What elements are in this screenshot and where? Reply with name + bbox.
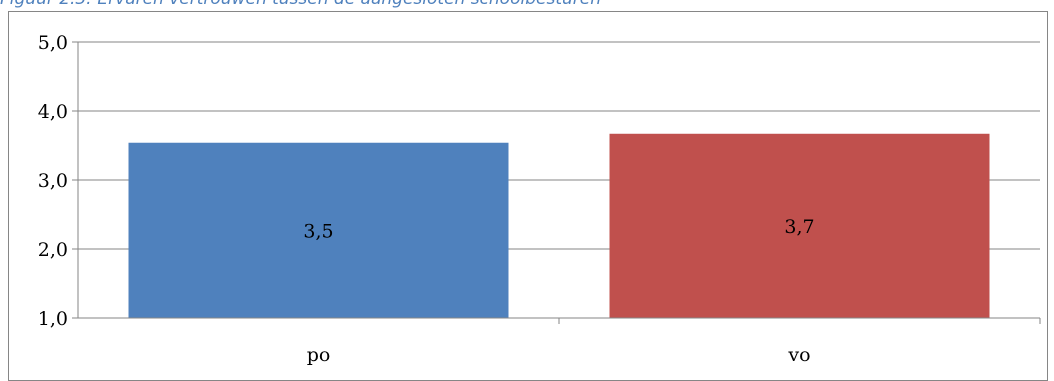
x-tick-label: po bbox=[307, 344, 331, 366]
x-tick-label: vo bbox=[787, 344, 810, 366]
y-tick-label: 3,0 bbox=[38, 170, 68, 192]
y-tick-label: 2,0 bbox=[38, 239, 68, 261]
labels: 1,0 2,0 3,0 4,0 5,0 3,5 po 3,7 vo bbox=[38, 32, 815, 366]
bars bbox=[128, 133, 990, 318]
data-label: 3,5 bbox=[303, 220, 333, 242]
y-tick-label: 4,0 bbox=[38, 101, 68, 123]
figure-caption: Figuur 2.3: Ervaren vertrouwen tussen de… bbox=[0, 0, 601, 9]
bar-po bbox=[128, 142, 509, 318]
y-tick-label: 1,0 bbox=[38, 308, 68, 330]
axes bbox=[72, 41, 1041, 324]
bar-vo bbox=[609, 133, 990, 318]
y-tick-label: 5,0 bbox=[38, 32, 68, 54]
data-label: 3,7 bbox=[784, 216, 814, 238]
